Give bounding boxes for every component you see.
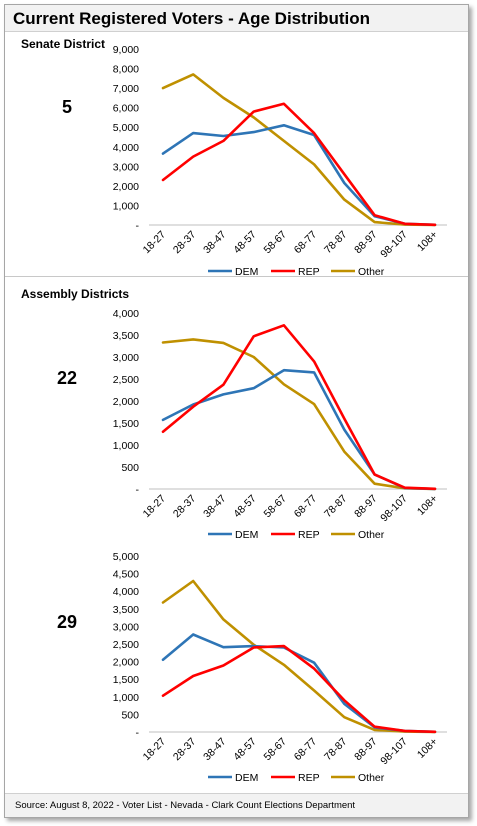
legend-item-other: Other [331,529,385,541]
assembly-district-number-29: 29 [57,612,78,632]
y-tick-label: 7,000 [113,83,139,95]
x-tick-label: 38-47 [201,229,229,257]
series-line-rep [161,102,437,227]
x-tick-label: 108+ [415,493,440,518]
y-tick-label: 2,500 [113,374,139,386]
x-tick-label: 88-97 [352,736,380,764]
y-tick-label: 8,000 [113,64,139,76]
x-tick-label: 28-37 [171,229,199,257]
senate-district-number: 5 [62,97,73,117]
legend-item-dem: DEM [208,266,258,278]
legend-item-other: Other [331,772,385,784]
legend-label: DEM [235,266,258,278]
x-tick-label: 98-107 [378,736,410,768]
x-tick-label: 88-97 [352,229,380,257]
x-tick-label: 38-47 [201,493,229,521]
legend-item-dem: DEM [208,772,258,784]
y-tick-label: 4,000 [113,586,139,598]
x-tick-label: 88-97 [352,493,380,521]
y-tick-label: 9,000 [113,44,139,56]
y-tick-label: 3,000 [113,161,139,173]
x-tick-label: 68-77 [292,229,320,257]
y-tick-label: - [136,220,140,232]
y-tick-label: 3,000 [113,352,139,364]
legend-item-dem: DEM [208,529,258,541]
assembly-district-29-chart: - 500 1,000 1,500 2,000 2,500 3,000 3,500 4,000 4… [113,551,447,784]
x-tick-label: 48-57 [231,229,259,257]
y-tick-label: 2,000 [113,396,139,408]
senate-district-5-chart: - 1,000 2,000 3,000 4,000 5,000 6,000 7,000 8,00… [113,44,447,278]
x-tick-label: 58-67 [262,229,290,257]
x-tick-label: 98-107 [378,493,410,525]
x-tick-label: 48-57 [231,493,259,521]
y-tick-label: 1,500 [113,674,139,686]
assembly-section-label: Assembly Districts [21,287,130,301]
legend-label: DEM [235,529,258,541]
legend-item-rep: REP [271,529,320,541]
legend-label: Other [358,266,385,278]
x-tick-label: 58-67 [262,736,290,764]
series-line-rep [161,323,437,491]
senate-section-label: Senate District [21,37,106,51]
x-tick-label: 108+ [415,229,440,254]
series-line-other [161,73,437,227]
y-tick-label: 500 [121,462,139,474]
series-line-rep [161,644,437,734]
y-tick-label: 6,000 [113,103,139,115]
x-tick-label: 18-27 [141,736,169,764]
x-tick-label: 78-87 [322,736,350,764]
legend-label: Other [358,529,385,541]
section-divider [5,276,468,277]
legend-label: REP [298,772,320,784]
x-tick-label: 18-27 [141,229,169,257]
y-tick-label: 2,000 [113,181,139,193]
legend-label: DEM [235,772,258,784]
x-tick-label: 98-107 [378,229,410,261]
y-tick-label: 1,000 [113,200,139,212]
y-tick-label: 2,000 [113,657,139,669]
y-tick-label: 3,500 [113,604,139,616]
y-tick-label: - [136,484,140,496]
x-tick-label: 28-37 [171,736,199,764]
legend-item-rep: REP [271,772,320,784]
y-tick-label: - [136,727,140,739]
x-tick-label: 108+ [415,736,440,761]
series-line-other [161,579,437,734]
x-tick-label: 58-67 [262,493,290,521]
series-line-dem [161,124,437,227]
y-tick-label: 5,000 [113,551,139,563]
series-line-dem [161,368,437,491]
y-tick-label: 3,500 [113,330,139,342]
page-title: Current Registered Voters - Age Distribu… [5,5,468,32]
x-tick-label: 78-87 [322,493,350,521]
y-tick-label: 4,500 [113,569,139,581]
series-line-dem [161,633,437,734]
legend-label: REP [298,266,320,278]
chart-panel: Current Registered Voters - Age Distribu… [4,4,469,818]
legend-label: REP [298,529,320,541]
y-tick-label: 3,000 [113,621,139,633]
x-tick-label: 38-47 [201,736,229,764]
source-footer: Source: August 8, 2022 - Voter List - Ne… [5,793,468,817]
x-tick-label: 78-87 [322,229,350,257]
y-tick-label: 5,000 [113,122,139,134]
y-tick-label: 2,500 [113,639,139,651]
assembly-district-22-chart: - 500 1,000 1,500 2,000 2,500 3,000 3,500 4,000 1… [113,308,447,541]
series-line-other [161,338,437,491]
legend-item-other: Other [331,266,385,278]
x-tick-label: 28-37 [171,493,199,521]
x-tick-label: 68-77 [292,736,320,764]
y-tick-label: 4,000 [113,308,139,320]
y-tick-label: 1,000 [113,692,139,704]
y-tick-label: 1,000 [113,440,139,452]
legend-label: Other [358,772,385,784]
x-tick-label: 48-57 [231,736,259,764]
legend-item-rep: REP [271,266,320,278]
y-tick-label: 500 [121,709,139,721]
x-tick-label: 68-77 [292,493,320,521]
y-tick-label: 4,000 [113,142,139,154]
y-tick-label: 1,500 [113,418,139,430]
x-tick-label: 18-27 [141,493,169,521]
assembly-district-number-22: 22 [57,368,78,388]
